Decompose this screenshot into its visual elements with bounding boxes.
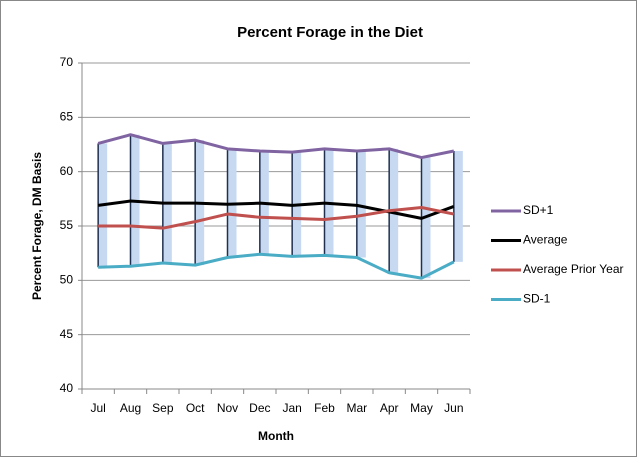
legend-label: Average Prior Year — [523, 262, 624, 276]
x-tick-label: Sep — [152, 401, 174, 415]
series-line — [98, 206, 455, 230]
x-axis-label: Month — [258, 429, 294, 443]
x-tick-label: Dec — [249, 401, 270, 415]
series-line — [97, 199, 455, 220]
chart-title: Percent Forage in the Diet — [237, 24, 423, 41]
x-tick-label: Jul — [90, 401, 105, 415]
high-low-band — [356, 151, 366, 258]
x-tick-label: Aug — [120, 401, 141, 415]
x-tick-label: Nov — [217, 401, 238, 415]
legend-label: Average — [523, 233, 568, 247]
legend-label: SD-1 — [523, 292, 551, 306]
y-tick-label: 50 — [60, 273, 74, 287]
high-low-band — [453, 151, 463, 262]
y-axis-label: Percent Forage, DM Basis — [30, 152, 44, 300]
y-tick-label: 60 — [60, 164, 74, 178]
x-tick-label: Feb — [314, 401, 335, 415]
y-tick-label: 65 — [60, 110, 74, 124]
series-line — [98, 252, 455, 280]
x-tick-label: Jan — [282, 401, 301, 415]
x-tick-label: Jun — [444, 401, 463, 415]
series-line — [97, 133, 455, 160]
x-tick-label: May — [410, 401, 433, 415]
y-tick-label: 55 — [60, 218, 74, 232]
y-tick-label: 70 — [60, 55, 74, 69]
x-tick-label: Mar — [346, 401, 367, 415]
y-tick-label: 40 — [60, 381, 74, 395]
x-tick-label: Oct — [186, 401, 205, 415]
legend-label: SD+1 — [523, 203, 554, 217]
y-tick-label: 45 — [60, 327, 74, 341]
x-tick-label: Apr — [380, 401, 399, 415]
